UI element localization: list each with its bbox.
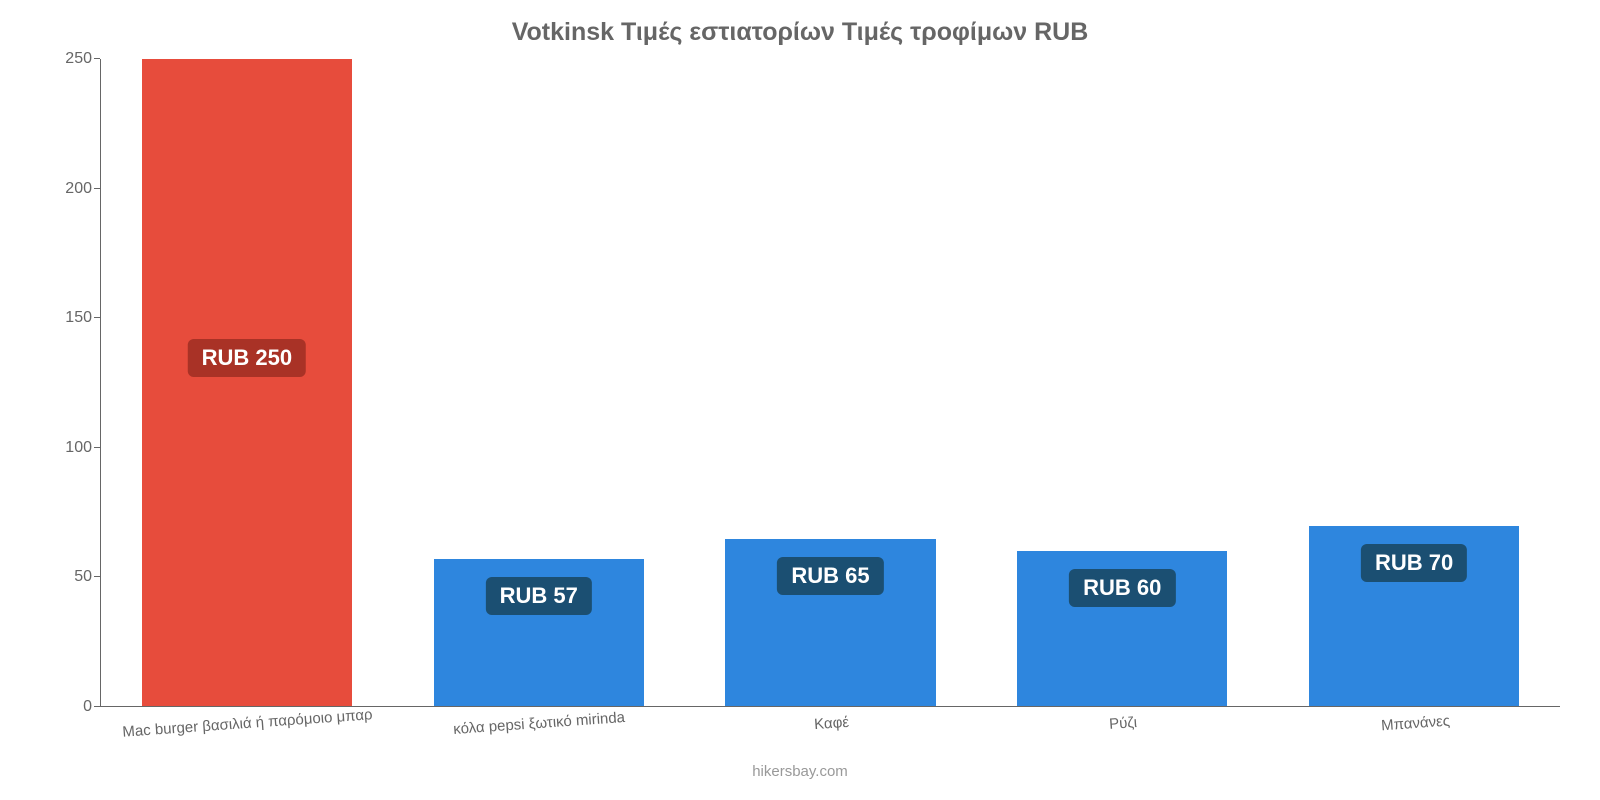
y-axis: 050100150200250: [40, 59, 100, 707]
y-tick-label: 50: [74, 568, 92, 586]
bar-slot: RUB 70: [1268, 59, 1560, 707]
y-tick-label: 100: [65, 439, 92, 457]
x-tick-label: Ρύζι: [1108, 706, 1138, 733]
chart-title: Votkinsk Τιμές εστιατορίων Τιμές τροφίμω…: [40, 18, 1560, 47]
bar-slot: RUB 250: [101, 59, 393, 707]
bar: RUB 65: [725, 539, 935, 707]
bars-group: RUB 250 RUB 57 RUB 65 RUB 60 RUB 70: [101, 59, 1560, 707]
y-tick-label: 200: [65, 180, 92, 198]
bar-value-label: RUB 250: [188, 339, 306, 377]
chart-container: Votkinsk Τιμές εστιατορίων Τιμές τροφίμω…: [0, 0, 1600, 800]
x-tick-label: Μπανάνες: [1380, 705, 1450, 735]
x-tick: Ρύζι: [976, 707, 1268, 767]
x-tick: Καφέ: [684, 707, 976, 767]
y-tick-label: 0: [83, 698, 92, 716]
bar-slot: RUB 57: [393, 59, 685, 707]
y-tick-label: 150: [65, 309, 92, 327]
plot-area: RUB 250 RUB 57 RUB 65 RUB 60 RUB 70: [100, 59, 1560, 707]
bar-value-label: RUB 65: [777, 557, 883, 595]
bar: RUB 70: [1309, 526, 1519, 707]
x-tick: Mac burger βασιλιά ή παρόμοιο μπαρ: [100, 707, 392, 767]
bar-value-label: RUB 60: [1069, 569, 1175, 607]
x-axis: Mac burger βασιλιά ή παρόμοιο μπαρκόλα p…: [100, 707, 1560, 767]
bar: RUB 250: [142, 59, 352, 707]
x-tick: κόλα pepsi ξωτικό mirinda: [392, 707, 684, 767]
y-tick-label: 250: [65, 50, 92, 68]
bar-value-label: RUB 57: [486, 577, 592, 615]
bar-slot: RUB 60: [976, 59, 1268, 707]
bar-value-label: RUB 70: [1361, 544, 1467, 582]
x-tick-label: Καφέ: [813, 706, 850, 733]
plot-row: 050100150200250 RUB 250RUB 57RUB 65RUB 6…: [40, 59, 1560, 707]
bar: RUB 60: [1017, 551, 1227, 707]
x-tick: Μπανάνες: [1268, 707, 1560, 767]
bar: RUB 57: [434, 559, 644, 707]
bar-slot: RUB 65: [685, 59, 977, 707]
x-tick-label: κόλα pepsi ξωτικό mirinda: [452, 701, 625, 738]
